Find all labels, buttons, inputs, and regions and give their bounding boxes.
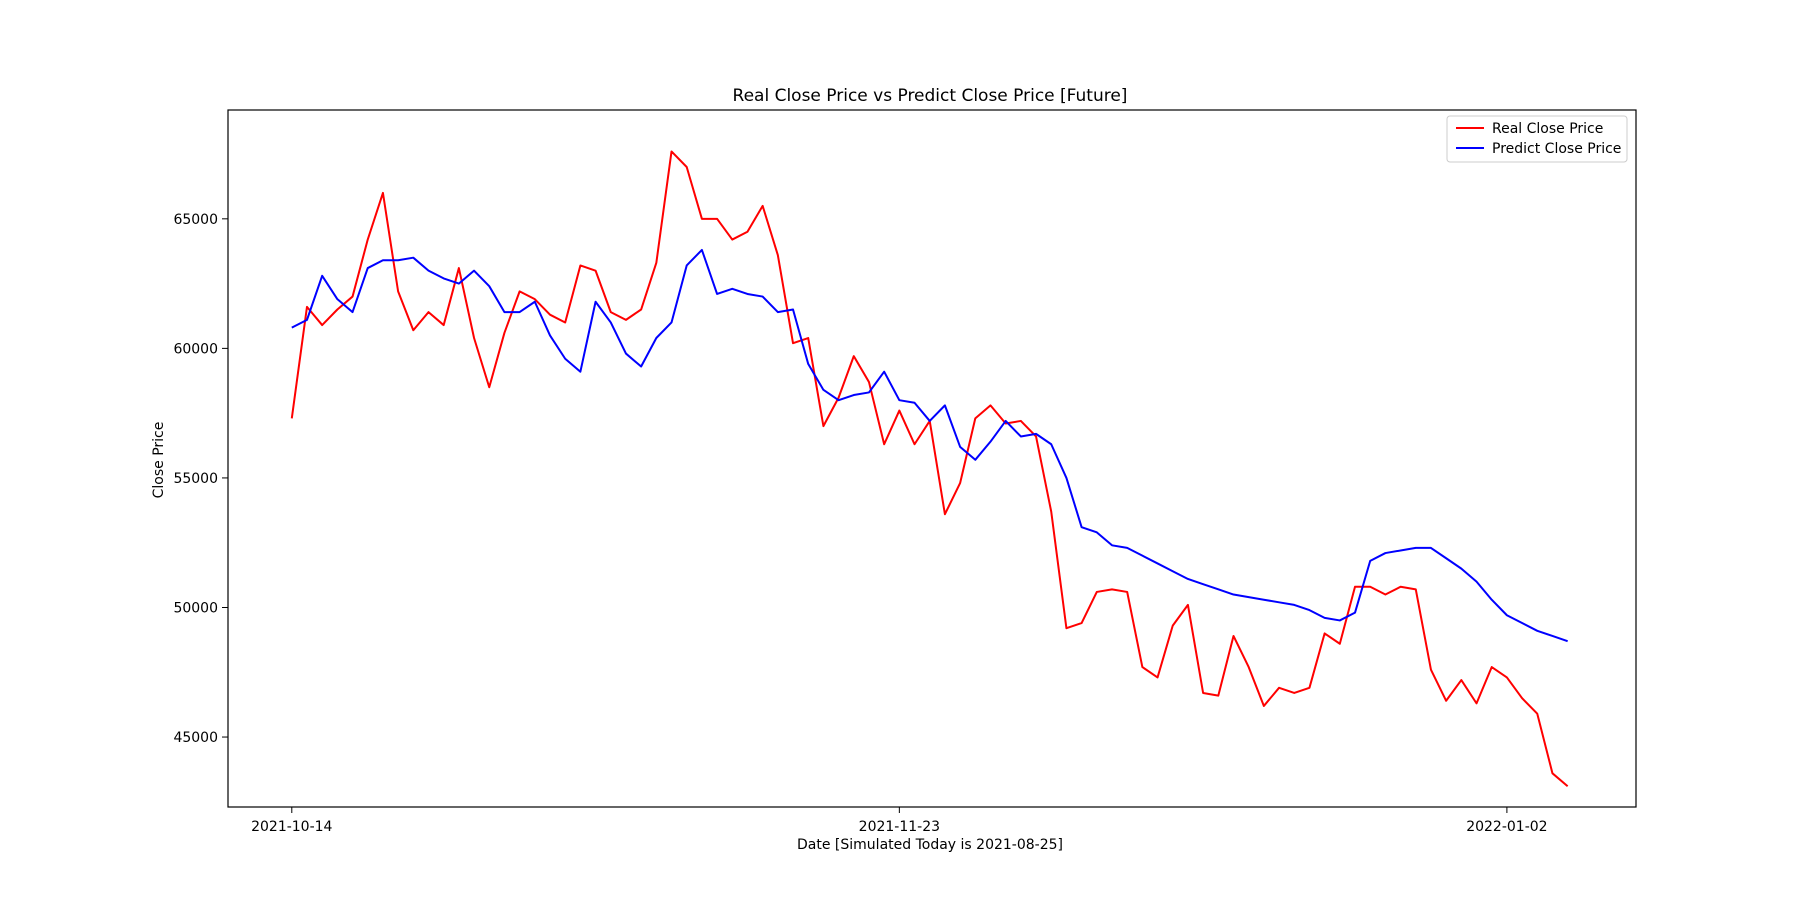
- legend: Real Close Price Predict Close Price: [1446, 115, 1628, 163]
- plot-frame: [227, 109, 1637, 808]
- x-axis: 2021-10-14 2021-11-23 2022-01-02: [251, 807, 1548, 835]
- legend-label-predict: Predict Close Price: [1492, 141, 1621, 157]
- x-tick-label: 2021-10-14: [251, 819, 332, 835]
- x-tick-label: 2021-11-23: [859, 819, 940, 835]
- y-axis: 45000 50000 55000 60000 65000: [173, 212, 228, 746]
- y-axis-label: Close Price: [151, 422, 167, 499]
- legend-box: [1446, 115, 1628, 163]
- series-line-real-close-price: [290, 150, 1569, 788]
- y-tick-label: 55000: [173, 471, 218, 487]
- x-axis-label: Date [Simulated Today is 2021-08-25]: [797, 837, 1063, 853]
- chart-title: Real Close Price vs Predict Close Price …: [733, 86, 1128, 106]
- series-line-predict-close-price: [291, 248, 1568, 643]
- y-tick-label: 50000: [173, 600, 218, 616]
- y-tick-label: 60000: [173, 341, 218, 357]
- x-tick-label: 2022-01-02: [1466, 819, 1547, 835]
- y-tick-label: 65000: [173, 212, 218, 228]
- plot-lines: [290, 150, 1569, 788]
- y-tick-label: 45000: [173, 730, 218, 746]
- legend-label-real: Real Close Price: [1492, 121, 1603, 137]
